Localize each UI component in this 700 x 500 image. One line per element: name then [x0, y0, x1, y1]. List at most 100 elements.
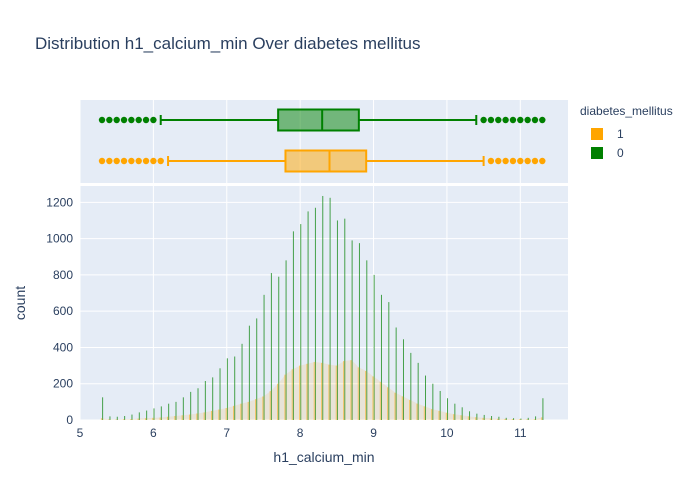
histogram-bar-0: [454, 403, 456, 420]
histogram-bar-0: [491, 416, 493, 420]
histogram-bar-0: [542, 398, 544, 420]
histogram-bar-0: [285, 260, 287, 420]
box-outlier-1: [517, 157, 524, 165]
box-outlier-1: [135, 157, 142, 165]
histogram-bar-0: [234, 356, 236, 420]
box-outlier-1: [128, 157, 135, 165]
histogram-bar-0: [336, 220, 338, 420]
legend-label-1: 1: [617, 126, 624, 141]
box-outlier-1: [113, 157, 120, 165]
histogram-bar-1: [291, 369, 293, 420]
histogram-bar-0: [410, 352, 412, 420]
histogram-bar-0: [366, 260, 368, 420]
histogram-area-1: [102, 360, 543, 420]
histogram-bar-0: [373, 274, 375, 420]
histogram-bar-1: [365, 371, 367, 420]
histogram-bar-0: [204, 381, 206, 420]
histogram-bar-0: [270, 273, 272, 420]
histogram-bar-1: [174, 416, 176, 420]
histogram-bar-0: [498, 416, 500, 420]
histogram-bar-1: [328, 364, 330, 420]
histogram-bar-1: [122, 419, 124, 420]
histogram-bar-1: [350, 360, 352, 420]
histogram-bar-0: [168, 403, 170, 420]
x-tick-label: 10: [440, 426, 454, 440]
histogram-bar-1: [409, 400, 411, 420]
histogram-bar-1: [233, 405, 235, 420]
histogram-bar-0: [190, 391, 192, 420]
box-outlier-1: [487, 157, 495, 165]
x-tick-label: 5: [77, 426, 84, 440]
histogram-bar-1: [489, 418, 491, 420]
histogram-bar-1: [130, 419, 132, 420]
histogram-bar-1: [137, 418, 139, 420]
histogram-bar-1: [519, 419, 521, 420]
histogram-bar-1: [357, 367, 359, 420]
histogram-bar-0: [146, 410, 148, 420]
box-outlier-0: [495, 116, 502, 124]
histogram-bar-0: [439, 390, 441, 420]
x-tick-label: 6: [150, 426, 157, 440]
box-outlier-1: [98, 157, 106, 165]
histogram-bar-1: [526, 419, 528, 420]
histogram-bar-0: [402, 339, 404, 420]
histogram-bar-0: [153, 408, 155, 420]
histogram-bar-1: [343, 361, 345, 420]
histogram-bar-0: [124, 416, 126, 420]
histogram-bar-1: [115, 419, 117, 420]
legend-item-0[interactable]: 0: [580, 143, 673, 162]
x-tick-label: 7: [223, 426, 230, 440]
legend-title: diabetes_mellitus: [580, 104, 673, 118]
box-outlier-1: [120, 157, 128, 165]
histogram-bar-0: [469, 411, 471, 420]
legend[interactable]: diabetes_mellitus 1 0: [580, 104, 673, 162]
histogram-bar-1: [431, 409, 433, 420]
histogram-bar-0: [425, 375, 427, 420]
histogram-bar-0: [248, 325, 250, 420]
histogram-bar-1: [511, 419, 513, 420]
histogram-bar-1: [379, 381, 381, 420]
x-tick-label: 9: [370, 426, 377, 440]
box-outlier-0: [487, 116, 495, 124]
y-tick-label: 1200: [46, 195, 73, 209]
x-tick-label: 11: [514, 426, 527, 440]
y-tick-label: 400: [53, 340, 73, 354]
box-outlier-1: [531, 157, 539, 165]
box-outlier-0: [113, 116, 120, 124]
histogram-bar-1: [321, 362, 323, 420]
histogram-bar-0: [351, 240, 353, 420]
histogram-bar-1: [277, 383, 279, 420]
histogram-bar-0: [329, 197, 331, 420]
histogram-bar-1: [467, 416, 469, 420]
histogram-bar-0: [197, 388, 199, 420]
histogram-bar-1: [533, 419, 535, 420]
histogram-bar-1: [387, 387, 389, 420]
box-outlier-0: [150, 116, 157, 124]
legend-item-1[interactable]: 1: [580, 124, 673, 143]
histogram-bar-0: [322, 195, 324, 420]
y-tick-label: 200: [53, 377, 73, 391]
histogram-bar-1: [225, 408, 227, 420]
x-tick-label: 8: [297, 426, 304, 440]
y-tick-label: 800: [53, 268, 73, 282]
box-outlier-0: [128, 116, 135, 124]
histogram-bar-0: [182, 397, 184, 420]
y-tick-label: 600: [53, 304, 73, 318]
histogram-bar-0: [535, 416, 537, 420]
histogram-bar-1: [475, 417, 477, 420]
box-outlier-0: [120, 116, 128, 124]
histogram-bar-0: [505, 417, 507, 420]
histogram-bar-1: [255, 399, 257, 420]
histogram-bar-0: [278, 276, 280, 420]
histogram-bar-1: [152, 417, 154, 420]
histogram-bar-0: [344, 218, 346, 420]
histogram-bar-1: [181, 415, 183, 420]
histogram-bar-0: [388, 302, 390, 420]
histogram-bar-0: [116, 416, 118, 420]
histogram-bar-0: [520, 418, 522, 420]
histogram-bar-1: [144, 418, 146, 420]
histogram-bar-0: [263, 294, 265, 420]
histogram-bar-0: [160, 406, 162, 420]
histogram-bar-1: [210, 410, 212, 420]
histogram-bar-1: [218, 409, 220, 420]
